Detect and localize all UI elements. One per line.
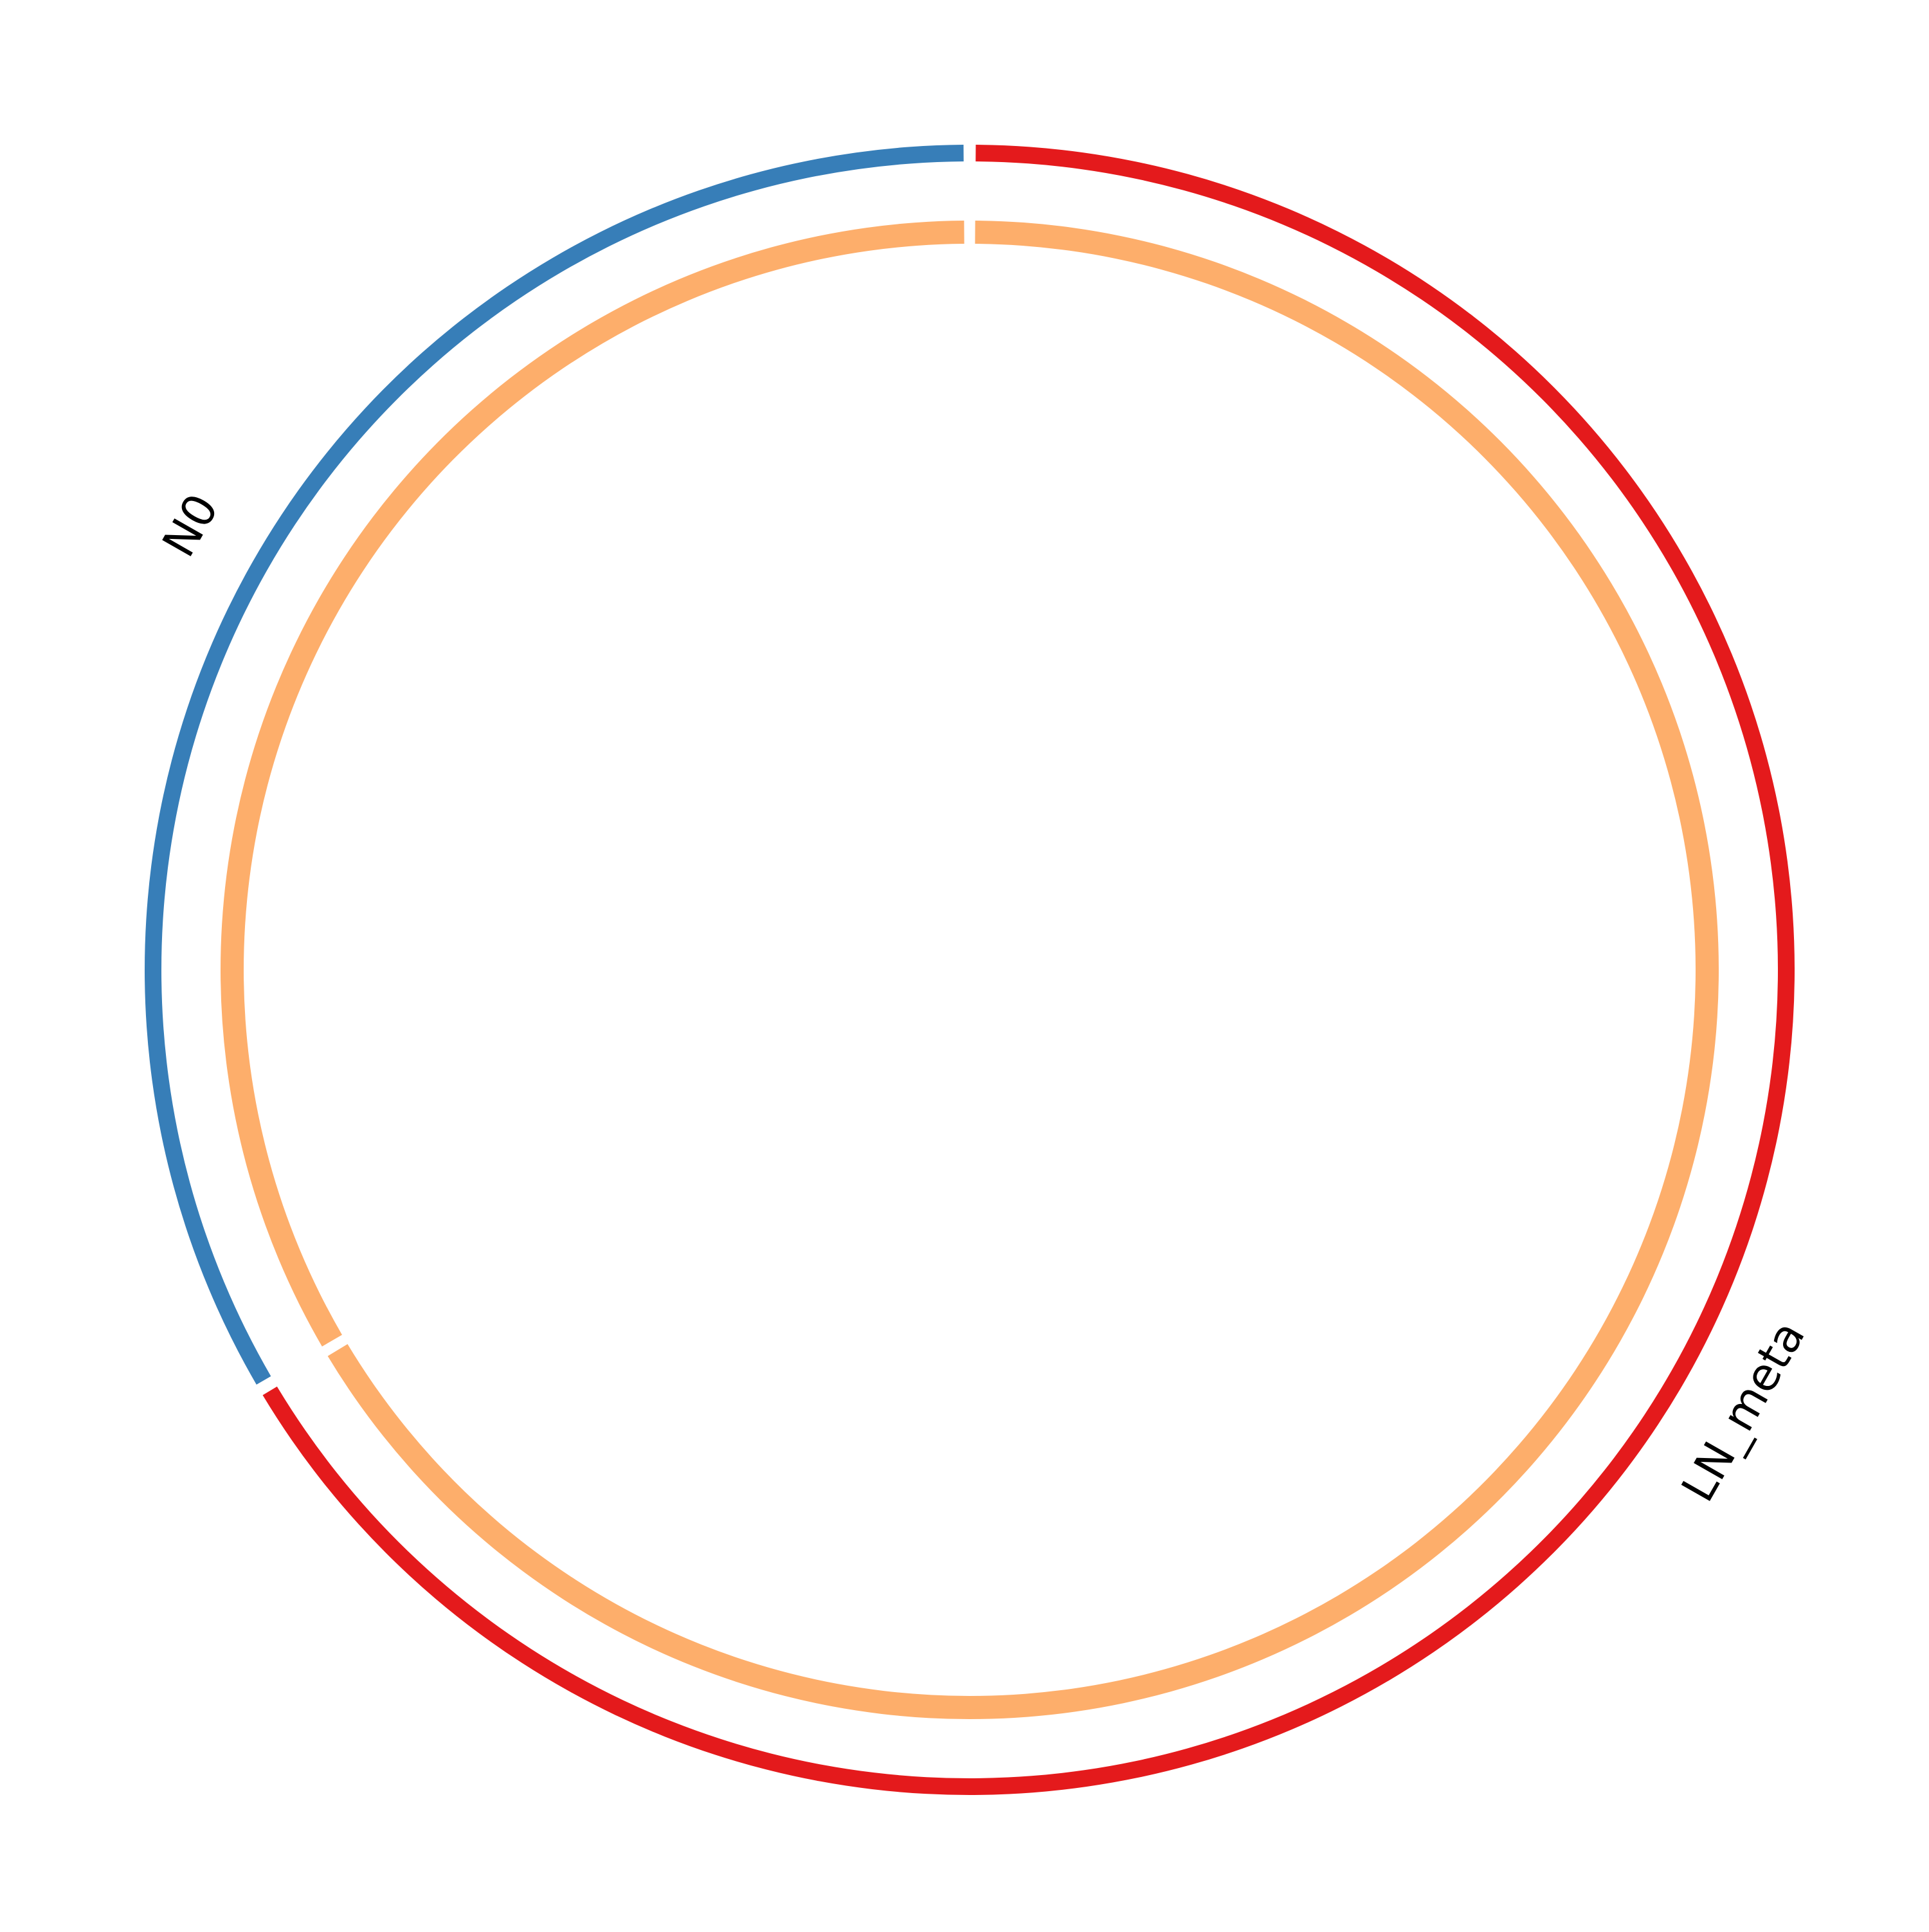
inner-track-segment-0 [327,221,1719,1720]
sector-label-1: N0 [152,485,229,565]
inner-track-segment-1 [220,221,964,1347]
